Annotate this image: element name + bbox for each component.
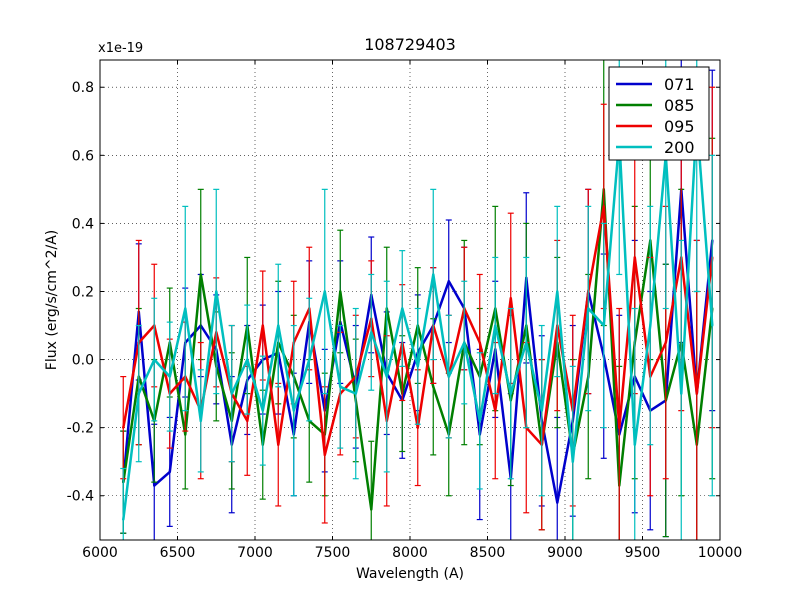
data-point xyxy=(168,470,171,474)
data-point xyxy=(602,205,605,208)
data-point xyxy=(540,409,543,412)
data-point xyxy=(401,307,404,310)
y-tick-label: 0.4 xyxy=(72,216,94,232)
data-point xyxy=(494,324,497,327)
data-point xyxy=(354,392,357,395)
x-axis: 6000 6500 7000 7500 8000 8500 9000 9500 10000 xyxy=(82,60,742,561)
data-point xyxy=(292,409,295,412)
data-point xyxy=(602,324,605,327)
data-point xyxy=(447,280,450,283)
legend-label-200: 200 xyxy=(664,138,695,157)
data-point xyxy=(184,433,187,436)
legend-box xyxy=(608,66,710,161)
y-scale-label: x1e-19 xyxy=(98,41,143,56)
data-point xyxy=(664,341,667,344)
data-point xyxy=(478,419,481,423)
y-tick-label: 0.8 xyxy=(72,80,94,96)
data-point xyxy=(261,324,264,327)
x-tick-label: 8500 xyxy=(470,545,506,561)
data-point xyxy=(184,307,187,310)
data-point xyxy=(649,324,652,327)
x-tick-label: 6000 xyxy=(82,545,118,561)
data-point xyxy=(494,409,497,412)
x-tick-label: 6500 xyxy=(160,545,196,561)
data-point xyxy=(246,358,249,361)
y-axis-label: Flux (erg/s/cm^2/A) xyxy=(44,230,60,370)
data-point xyxy=(711,324,714,327)
data-point xyxy=(122,518,125,521)
legend-label-095: 095 xyxy=(664,117,695,136)
data-point xyxy=(509,297,512,300)
data-point xyxy=(370,331,373,334)
data-point xyxy=(370,508,373,511)
data-point xyxy=(153,484,156,487)
data-point xyxy=(168,375,171,378)
y-axis: -0.4 -0.2 0.0 0.2 0.4 0.6 0.8 xyxy=(67,80,720,505)
data-point xyxy=(680,392,683,395)
data-point xyxy=(463,341,466,344)
data-point xyxy=(556,501,559,504)
data-point xyxy=(695,392,698,395)
data-point xyxy=(215,290,218,293)
x-tick-label: 7000 xyxy=(237,545,273,561)
data-point xyxy=(432,385,435,389)
legend-label-071: 071 xyxy=(664,75,695,94)
data-point xyxy=(556,290,559,293)
data-point xyxy=(509,392,512,395)
y-tick-label: 0.2 xyxy=(72,284,94,300)
series-200 xyxy=(120,60,716,540)
series-group xyxy=(120,60,716,540)
data-point xyxy=(416,365,419,368)
data-point xyxy=(323,453,326,457)
data-point xyxy=(339,385,342,389)
data-point xyxy=(122,426,125,429)
data-point xyxy=(525,341,528,344)
data-point xyxy=(137,392,140,395)
y-tick-label: 0.0 xyxy=(72,353,94,369)
x-tick-label: 8000 xyxy=(392,545,428,561)
data-point xyxy=(323,290,326,293)
legend-label-085: 085 xyxy=(664,96,695,115)
data-point xyxy=(571,460,574,463)
y-tick-label: 0.6 xyxy=(72,148,94,164)
data-point xyxy=(199,419,202,423)
y-tick-label: -0.2 xyxy=(67,421,94,437)
data-point xyxy=(199,273,202,276)
data-point xyxy=(633,256,636,259)
data-point xyxy=(246,419,249,423)
data-point xyxy=(153,358,156,361)
data-point xyxy=(277,443,280,446)
chart-title: 108729403 xyxy=(364,35,456,54)
data-point xyxy=(633,443,636,446)
x-tick-label: 9000 xyxy=(547,545,583,561)
y-tick-label: -0.4 xyxy=(67,489,94,505)
data-point xyxy=(230,392,233,395)
data-point xyxy=(447,375,450,378)
x-tick-label: 7500 xyxy=(315,545,351,561)
data-point xyxy=(432,273,435,276)
data-point xyxy=(416,426,419,429)
x-axis-label: Wavelength (A) xyxy=(356,566,464,582)
data-point xyxy=(308,358,311,361)
data-point xyxy=(587,307,590,310)
data-point xyxy=(385,375,388,378)
x-tick-label: 9500 xyxy=(625,545,661,561)
x-tick-label: 10000 xyxy=(698,545,743,561)
data-point xyxy=(277,324,280,327)
legend: 071 085 095 200 xyxy=(608,66,710,161)
data-point xyxy=(478,341,481,344)
data-point xyxy=(618,426,621,429)
data-point xyxy=(339,290,342,293)
data-point xyxy=(261,409,264,412)
